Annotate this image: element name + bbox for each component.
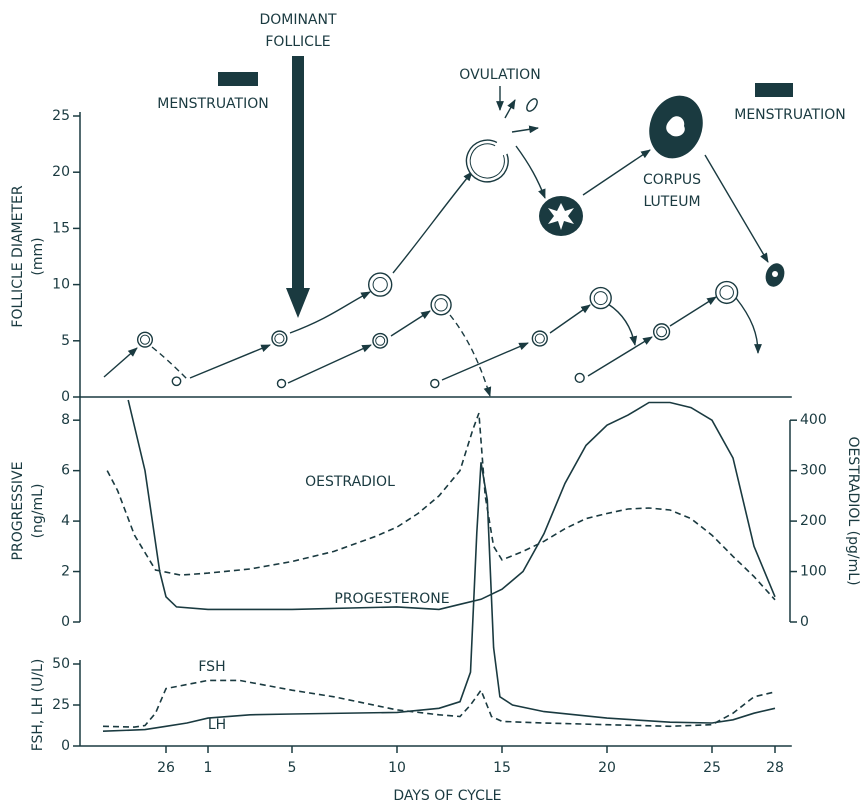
arrow: [442, 343, 528, 380]
series-label: FSH: [198, 659, 225, 675]
annotation: DOMINANT: [259, 12, 337, 28]
x-axis-label: DAYS OF CYCLE: [393, 788, 501, 804]
y-axis-label: FOLLICLE DIAMETER: [10, 185, 26, 327]
y2-tick-label: 300: [800, 463, 827, 479]
menstruation-bar: [218, 72, 258, 86]
arrow: [512, 128, 538, 132]
annotation: MENSTRUATION: [157, 96, 268, 112]
arrow: [670, 297, 716, 326]
x-tick-label: 1: [204, 760, 213, 776]
follicle: [172, 377, 180, 385]
follicle: [369, 273, 392, 296]
annotation: MENSTRUATION: [734, 107, 845, 123]
line-series: [107, 413, 775, 600]
dominant-arrow: [292, 56, 304, 292]
arrow: [516, 146, 545, 198]
arrow: [550, 305, 590, 333]
annotation: FOLLICLE: [265, 34, 330, 50]
follicle: [461, 134, 514, 187]
follicle: [654, 324, 670, 340]
series-label: OESTRADIOL: [305, 474, 395, 490]
chart: 0510152025FOLLICLE DIAMETER(mm)MENSTRUAT…: [0, 0, 865, 806]
menstruation-bar: [755, 83, 793, 97]
follicle: [590, 288, 611, 309]
atresia: [152, 347, 188, 380]
line-series: [103, 680, 775, 727]
annotation: OVULATION: [459, 67, 540, 83]
annotation: LUTEUM: [643, 194, 700, 210]
arrow: [608, 304, 635, 345]
x-tick-label: 5: [288, 760, 297, 776]
follicle: [373, 334, 388, 349]
series-label: LH: [208, 717, 226, 733]
arrow: [393, 172, 472, 273]
follicle: [716, 282, 738, 304]
arrow: [588, 337, 652, 376]
y-tick-label: 15: [52, 220, 70, 236]
arrow: [104, 348, 137, 377]
follicle: [272, 331, 287, 346]
series-label: PROGESTERONE: [334, 591, 449, 607]
arrow: [190, 345, 270, 378]
y-tick-label: 0: [61, 614, 70, 630]
x-tick-label: 25: [703, 760, 721, 776]
y-tick-label: 0: [61, 738, 70, 754]
x-tick-label: 26: [157, 760, 175, 776]
corpus-albicans-core: [772, 271, 778, 277]
follicle: [575, 373, 584, 382]
y-tick-label: 25: [52, 697, 70, 713]
arrow: [505, 100, 515, 118]
y-axis-label: (ng/mL): [30, 484, 46, 539]
y-tick-label: 6: [61, 463, 70, 479]
follicle: [138, 332, 153, 347]
x-tick-label: 10: [388, 760, 406, 776]
follicle: [532, 331, 547, 346]
y2-tick-label: 400: [800, 412, 827, 428]
follicle: [431, 379, 439, 387]
arrow: [736, 298, 758, 353]
x-tick-label: 15: [493, 760, 511, 776]
y-axis-label: PROGRESSIVE: [10, 462, 26, 561]
y2-axis-label: OESTRADIOL (pg/mL): [845, 436, 861, 585]
y2-tick-label: 100: [800, 564, 827, 580]
annotation: CORPUS: [643, 172, 701, 188]
y2-tick-label: 200: [800, 513, 827, 529]
follicle: [277, 379, 285, 387]
line-series: [128, 400, 775, 609]
arrow: [288, 345, 371, 383]
y-axis-label: FSH, LH (U/L): [30, 659, 46, 752]
arrow: [583, 150, 650, 195]
y-axis-label: (mm): [30, 237, 46, 275]
follicle: [431, 295, 451, 315]
y2-tick-label: 0: [800, 614, 809, 630]
dominant-arrow-head: [286, 288, 310, 318]
arrow: [391, 311, 430, 336]
y-tick-label: 5: [61, 333, 70, 349]
x-tick-label: 20: [598, 760, 616, 776]
y-tick-label: 2: [61, 564, 70, 580]
ovum: [525, 97, 540, 113]
y-tick-label: 50: [52, 656, 70, 672]
x-tick-label: 28: [766, 760, 784, 776]
y-tick-label: 8: [61, 412, 70, 428]
y-tick-label: 25: [52, 108, 70, 124]
arrow: [705, 155, 768, 262]
y-tick-label: 4: [61, 513, 70, 529]
y-tick-label: 10: [52, 277, 70, 293]
y-tick-label: 0: [61, 389, 70, 405]
atresia: [450, 315, 490, 396]
y-tick-label: 20: [52, 164, 70, 180]
